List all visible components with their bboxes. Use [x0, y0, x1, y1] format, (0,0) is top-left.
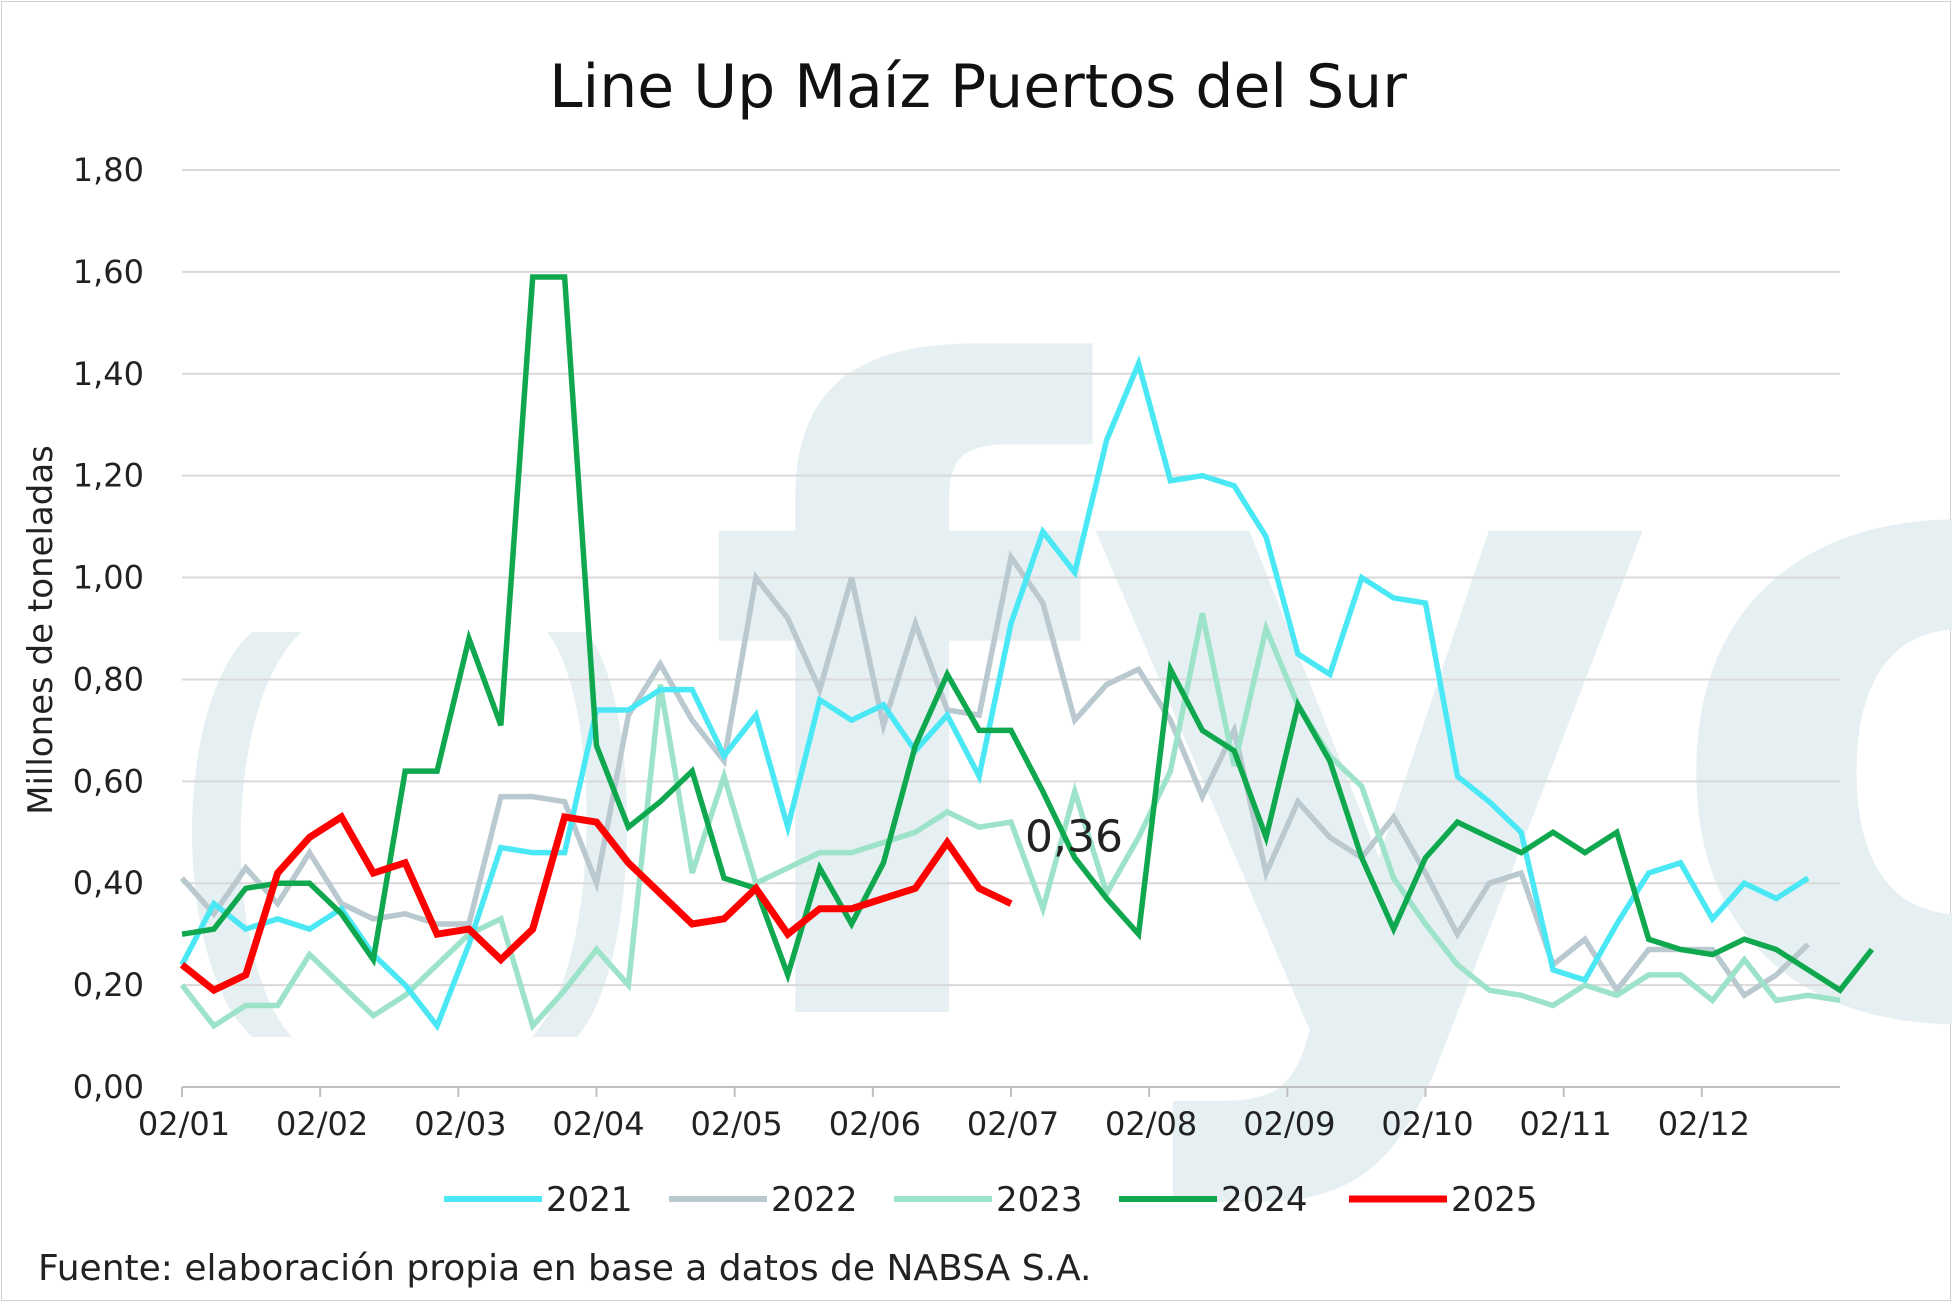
- y-tick-label: 0,20: [73, 966, 144, 1004]
- x-tick-label: 02/07: [967, 1105, 1059, 1143]
- watermark-left-paren: [192, 632, 302, 1037]
- x-axis-ticks: 02/01 02/02 02/03 02/04 02/05 02/06 02/07 02/08…: [138, 1087, 1750, 1143]
- watermark-text: fyo: [702, 195, 1952, 1220]
- y-tick-label: 0,60: [73, 762, 144, 800]
- series-line-2023: [179, 612, 1841, 1032]
- x-tick-label: 02/09: [1243, 1105, 1335, 1143]
- legend-label-2023: 2023: [996, 1180, 1083, 1220]
- series-line-2021: [179, 355, 1810, 1032]
- y-axis-label: Millones de toneladas: [21, 445, 61, 815]
- y-tick-label: 0,80: [73, 660, 144, 698]
- legend-label-2024: 2024: [1221, 1180, 1308, 1220]
- series-line-2024: [181, 274, 1875, 994]
- series-line-2025: [179, 812, 1013, 995]
- x-tick-label: 02/12: [1658, 1105, 1750, 1143]
- watermark-logo: fyo: [192, 195, 1952, 1220]
- legend: 2021 2022 2023 2024 2025: [444, 1180, 1538, 1220]
- y-tick-label: 1,80: [73, 151, 144, 189]
- y-tick-label: 1,40: [73, 355, 144, 393]
- series-lines: [179, 274, 1875, 1032]
- y-tick-label: 1,60: [73, 253, 144, 291]
- y-axis-ticks: 0,00 0,20 0,40 0,60 0,80 1,00 1,20 1,40 1,60 1,80: [73, 151, 144, 1106]
- legend-label-2021: 2021: [546, 1180, 633, 1220]
- y-tick-label: 1,00: [73, 559, 144, 597]
- x-tick-label: 02/08: [1105, 1105, 1197, 1143]
- watermark-right-paren: [532, 632, 628, 1037]
- y-tick-label: 0,40: [73, 864, 144, 902]
- x-tick-label: 02/02: [276, 1105, 368, 1143]
- x-tick-label: 02/04: [552, 1105, 644, 1143]
- source-note: Fuente: elaboración propia en base a dat…: [38, 1248, 1091, 1289]
- legend-label-2025: 2025: [1451, 1180, 1538, 1220]
- y-tick-label: 0,00: [73, 1068, 144, 1106]
- x-tick-label: 02/11: [1520, 1105, 1612, 1143]
- x-tick-label: 02/03: [414, 1105, 506, 1143]
- x-tick-label: 02/06: [829, 1105, 921, 1143]
- y-tick-label: 1,20: [73, 457, 144, 495]
- annotations: 0,36: [1025, 812, 1123, 863]
- x-tick-label: 02/01: [138, 1105, 230, 1143]
- data-label: 0,36: [1025, 812, 1123, 863]
- legend-label-2022: 2022: [771, 1180, 858, 1220]
- x-tick-label: 02/05: [691, 1105, 783, 1143]
- chart-title: Line Up Maíz Puertos del Sur: [549, 52, 1407, 122]
- series-line-2022: [179, 550, 1811, 1000]
- x-tick-label: 02/10: [1381, 1105, 1473, 1143]
